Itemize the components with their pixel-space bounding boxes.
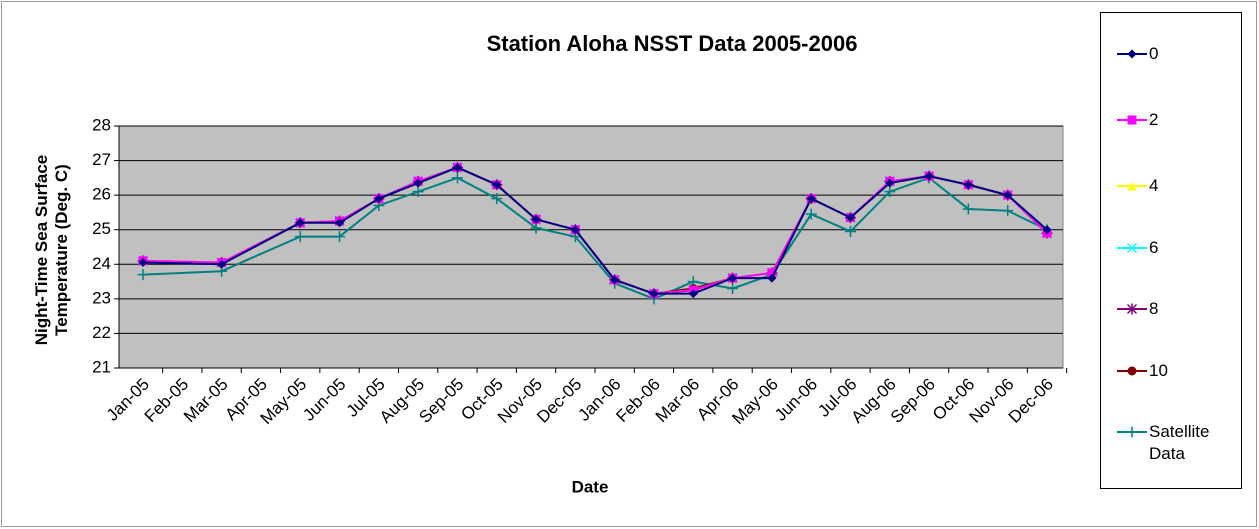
marker bbox=[335, 218, 345, 228]
legend-swatch bbox=[1117, 242, 1147, 254]
legend-swatch bbox=[1117, 115, 1147, 125]
gap-line bbox=[221, 235, 301, 273]
legend-label: Satellite Data bbox=[1149, 422, 1210, 463]
marker bbox=[295, 218, 305, 228]
marker bbox=[610, 275, 620, 285]
y-tick-label: 25 bbox=[92, 219, 111, 238]
y-tick-label: 21 bbox=[92, 357, 111, 376]
marker bbox=[374, 194, 384, 204]
marker bbox=[728, 273, 738, 283]
marker bbox=[294, 231, 306, 243]
y-tick-label: 26 bbox=[92, 185, 111, 204]
gap-line bbox=[221, 221, 301, 266]
chart-title: Station Aloha NSST Data 2005-2006 bbox=[487, 31, 858, 56]
marker bbox=[217, 259, 227, 269]
marker bbox=[1127, 115, 1137, 125]
marker bbox=[688, 289, 698, 299]
marker bbox=[844, 225, 856, 237]
marker bbox=[963, 180, 973, 190]
legend-swatch bbox=[1117, 181, 1147, 191]
gap-line bbox=[142, 270, 222, 276]
marker bbox=[334, 231, 346, 243]
legend-label: 0 bbox=[1149, 44, 1159, 63]
marker bbox=[806, 194, 816, 204]
series-line bbox=[300, 166, 1048, 295]
marker bbox=[1126, 303, 1138, 315]
marker bbox=[649, 289, 659, 299]
legend-item: 4 bbox=[1115, 175, 1229, 197]
y-axis-title: Night-Time Sea Surface Temperature (Deg.… bbox=[32, 154, 71, 346]
marker bbox=[452, 162, 462, 172]
marker bbox=[767, 268, 777, 278]
marker bbox=[570, 225, 580, 235]
marker bbox=[412, 186, 424, 198]
legend-label: 4 bbox=[1149, 176, 1159, 195]
legend-label: 10 bbox=[1149, 361, 1168, 380]
marker bbox=[1042, 225, 1052, 235]
marker bbox=[137, 269, 149, 281]
legend-label: 8 bbox=[1149, 299, 1159, 318]
marker bbox=[138, 258, 148, 268]
marker bbox=[805, 208, 817, 220]
plot-area bbox=[118, 125, 1064, 369]
marker bbox=[1127, 366, 1137, 376]
legend-swatch bbox=[1117, 366, 1147, 376]
marker bbox=[924, 171, 934, 181]
marker bbox=[767, 273, 777, 283]
marker bbox=[1126, 426, 1138, 438]
legend-item: 10 bbox=[1115, 360, 1229, 382]
marker bbox=[884, 186, 896, 198]
marker bbox=[1127, 49, 1137, 59]
marker bbox=[1126, 242, 1138, 254]
legend-item: Satellite Data bbox=[1115, 421, 1229, 465]
marker bbox=[451, 172, 463, 184]
y-tick-label: 22 bbox=[92, 323, 111, 342]
y-tick-label: 24 bbox=[92, 254, 111, 273]
legend-swatch bbox=[1117, 303, 1147, 315]
gap-line bbox=[142, 259, 222, 264]
y-tick-label: 23 bbox=[92, 288, 111, 307]
marker bbox=[1003, 190, 1013, 200]
marker bbox=[492, 180, 502, 190]
marker bbox=[1002, 205, 1014, 217]
legend-item: 8 bbox=[1115, 298, 1229, 320]
marker bbox=[962, 203, 974, 215]
legend-label: 2 bbox=[1149, 110, 1159, 129]
marker bbox=[1127, 181, 1137, 191]
marker bbox=[531, 214, 541, 224]
legend-swatch bbox=[1117, 426, 1147, 438]
y-tick-label: 28 bbox=[92, 115, 111, 134]
gap-line bbox=[142, 261, 222, 266]
legend-label: 6 bbox=[1149, 238, 1159, 257]
legend-swatch bbox=[1117, 49, 1147, 59]
legend-item: 2 bbox=[1115, 109, 1229, 131]
marker bbox=[727, 282, 739, 294]
marker bbox=[845, 213, 855, 223]
marker bbox=[413, 178, 423, 188]
y-tick-label: 27 bbox=[92, 150, 111, 169]
legend-item: 6 bbox=[1115, 237, 1229, 259]
legend: 0 2 4 6 8 10 Satellite Data bbox=[1100, 12, 1242, 489]
marker bbox=[885, 178, 895, 188]
marker bbox=[491, 193, 503, 205]
legend-item: 0 bbox=[1115, 43, 1229, 65]
x-axis-title: Date bbox=[572, 477, 609, 496]
